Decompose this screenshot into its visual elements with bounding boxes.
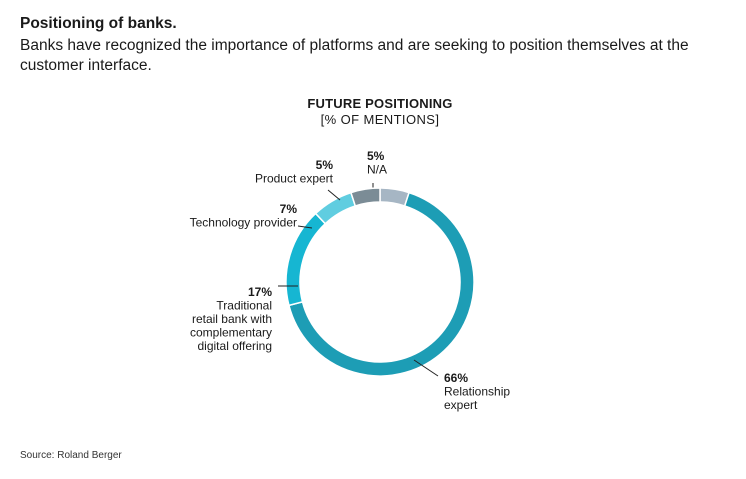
pct-label-product: 5% bbox=[316, 158, 334, 172]
slice-label-traditional: digital offering bbox=[198, 339, 273, 353]
slice-label-traditional: retail bank with bbox=[192, 312, 272, 326]
slice-product bbox=[350, 187, 381, 207]
heading-title: Positioning of banks. bbox=[20, 15, 177, 32]
pct-label-relationship: 66% bbox=[444, 371, 468, 385]
slice-label-traditional: complementary bbox=[190, 326, 272, 340]
chart-title: FUTURE POSITIONING bbox=[307, 96, 453, 111]
source-note: Source: Roland Berger bbox=[20, 450, 122, 461]
slice-label-relationship: expert bbox=[444, 398, 478, 412]
slice-label-product: Product expert bbox=[255, 172, 334, 186]
slice-technology bbox=[314, 191, 357, 225]
leader-line-product bbox=[327, 189, 341, 201]
leader-line-technology bbox=[297, 225, 313, 229]
slice-label-traditional: Traditional bbox=[216, 299, 272, 313]
pct-label-technology: 7% bbox=[280, 202, 298, 216]
chart-subtitle: [% OF MENTIONS] bbox=[320, 112, 440, 127]
chart-heading: Positioning of banks. Banks have recogni… bbox=[20, 14, 730, 76]
slice-label-technology: Technology provider bbox=[190, 216, 297, 230]
leader-line-relationship bbox=[413, 359, 439, 377]
chart-title-block: FUTURE POSITIONING [% OF MENTIONS] bbox=[230, 96, 530, 128]
pct-label-traditional: 17% bbox=[248, 285, 272, 299]
heading-subtitle: Banks have recognized the importance of … bbox=[20, 37, 689, 74]
pct-label-na: 5% bbox=[367, 149, 385, 163]
slice-label-na: N/A bbox=[367, 163, 387, 177]
slice-na bbox=[379, 187, 410, 207]
slice-label-relationship: Relationship bbox=[444, 385, 510, 399]
